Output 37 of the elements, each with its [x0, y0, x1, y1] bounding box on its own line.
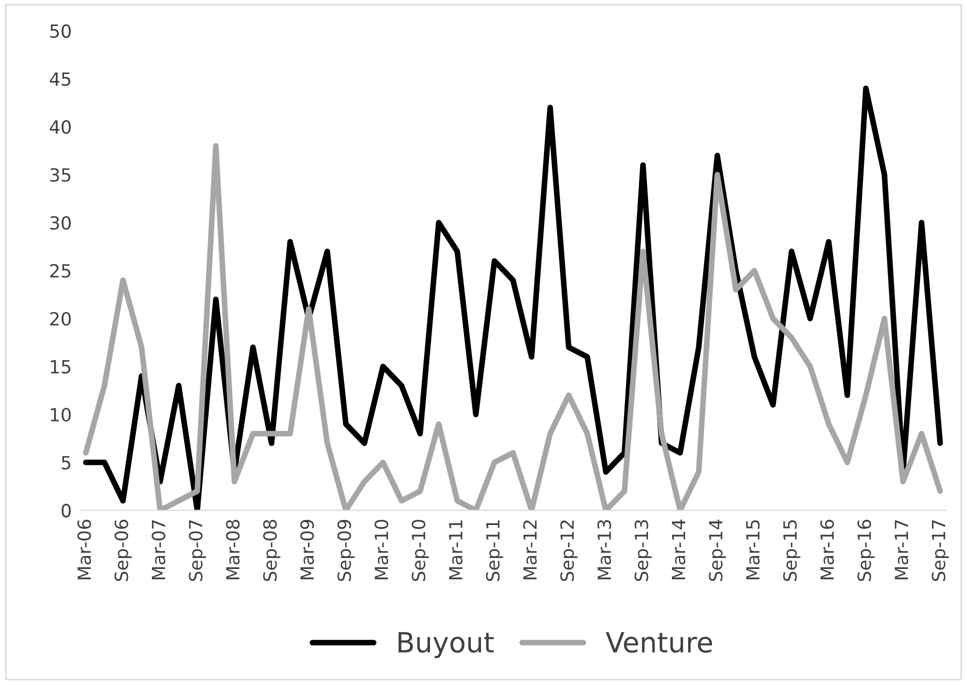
- x-tick-label: Mar-17: [894, 520, 908, 580]
- x-tick-label: Sep-16: [857, 520, 875, 581]
- x-tick-label: Mar-16: [820, 520, 834, 580]
- y-tick-label: 0: [62, 504, 71, 518]
- y-tick-label: 35: [50, 168, 70, 182]
- y-tick-label: 40: [50, 120, 71, 134]
- y-tick-label: 45: [50, 72, 70, 86]
- x-tick-label: Sep-07: [188, 520, 206, 581]
- x-tick-label: Mar-12: [523, 520, 537, 580]
- x-tick-label: Mar-13: [597, 520, 612, 580]
- y-tick-label: 25: [50, 264, 70, 278]
- x-tick-label: Sep-11: [486, 520, 504, 581]
- legend-label: Buyout: [398, 632, 494, 658]
- y-tick-label: 50: [50, 24, 71, 38]
- x-tick-label: Sep-13: [634, 520, 652, 581]
- x-tick-label: Mar-14: [672, 520, 686, 580]
- x-tick-label: Sep-14: [708, 520, 726, 581]
- x-tick-label: Mar-06: [77, 520, 92, 580]
- x-tick-label: Sep-10: [412, 520, 429, 581]
- x-tick-label: Mar-09: [300, 520, 314, 580]
- y-tick-label: 5: [62, 456, 70, 470]
- x-tick-label: Mar-10: [374, 520, 388, 580]
- y-tick-label: 10: [50, 408, 71, 422]
- x-tick-label: Sep-06: [114, 520, 132, 581]
- x-tick-label: Sep-08: [263, 520, 280, 581]
- x-tick-label: Sep-09: [337, 520, 355, 581]
- x-tick-label: Mar-08: [226, 520, 240, 580]
- x-tick-label: Sep-12: [560, 520, 578, 581]
- y-tick-label: 15: [50, 360, 70, 374]
- x-tick-label: Mar-11: [449, 520, 463, 580]
- y-tick-label: 30: [50, 216, 71, 230]
- x-tick-label: Mar-07: [152, 520, 166, 580]
- x-tick-label: Mar-15: [746, 520, 760, 580]
- x-tick-label: Sep-15: [783, 520, 800, 581]
- y-tick-label: 20: [50, 312, 71, 326]
- legend-label: Venture: [606, 632, 712, 653]
- x-tick-label: Sep-17: [932, 520, 949, 581]
